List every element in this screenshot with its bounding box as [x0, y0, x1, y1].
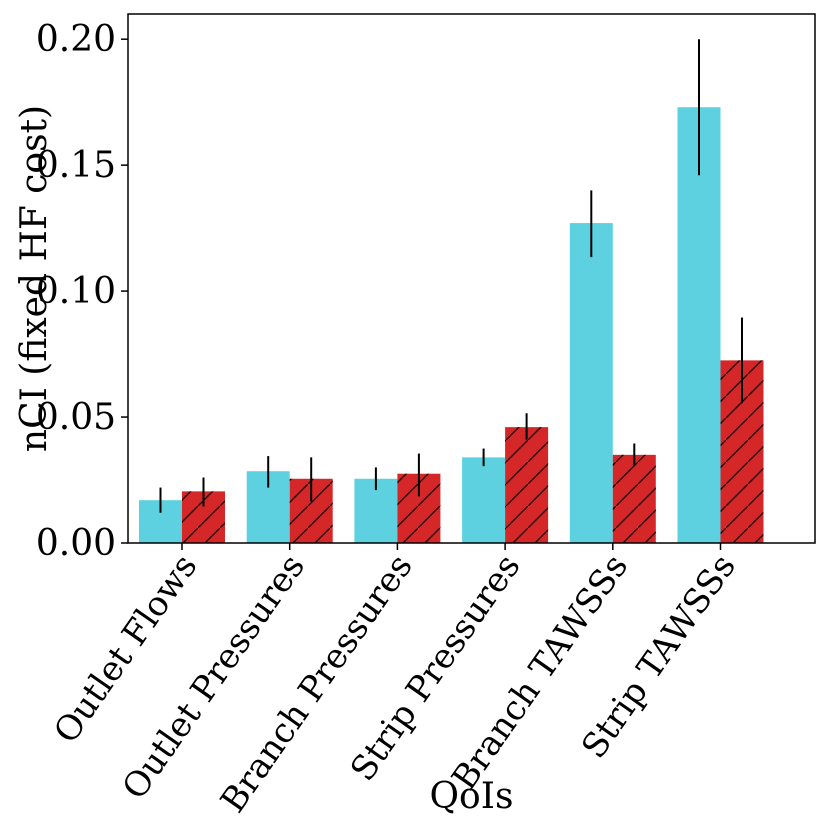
bar-1 [569, 223, 613, 544]
bar-hatch [505, 427, 549, 543]
y-axis-title: nCI (fixed HF cost) [14, 105, 55, 452]
bars-layer [139, 107, 764, 544]
y-tick-label: 0.10 [36, 271, 116, 312]
y-tick-label: 0.00 [36, 523, 116, 564]
plot-frame [127, 13, 816, 544]
y-tick-label: 0.05 [36, 397, 116, 438]
y-tick-label: 0.20 [36, 19, 116, 60]
errorbars-layer [159, 39, 743, 513]
bar-1 [462, 457, 506, 543]
x-tick-label: Branch Pressures [213, 547, 421, 820]
bar-1 [677, 107, 721, 543]
y-axis: 0.00 0.05 0.10 0.15 0.20 [36, 19, 128, 564]
y-tick-label: 0.15 [36, 145, 116, 186]
x-axis-title: QoIs [430, 776, 514, 817]
bar-hatch [612, 454, 656, 543]
